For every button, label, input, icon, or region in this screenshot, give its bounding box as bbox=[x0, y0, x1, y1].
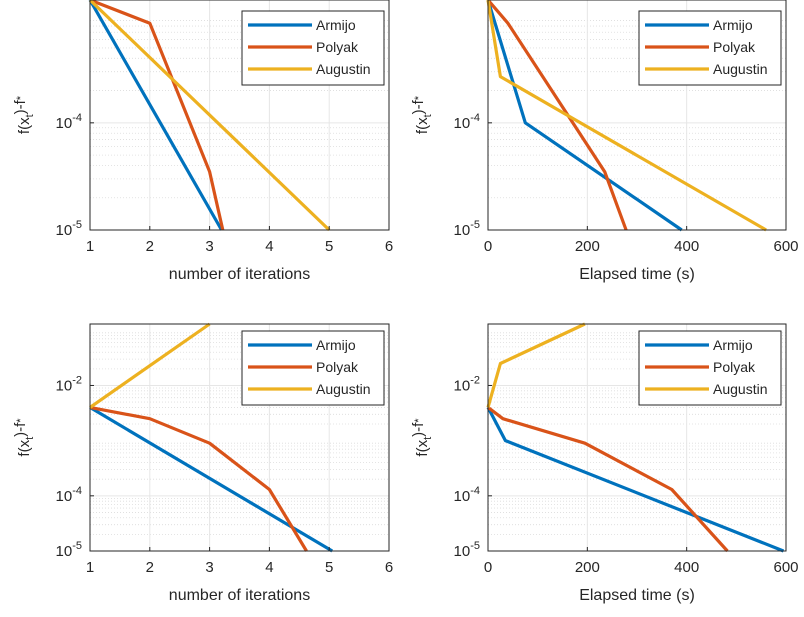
x-axis-label: Elapsed time (s) bbox=[579, 266, 695, 283]
legend: Armijo Polyak Augustin bbox=[638, 10, 782, 86]
x-tick-label: 200 bbox=[575, 238, 600, 255]
legend: Armijo Polyak Augustin bbox=[241, 10, 385, 86]
x-tick-label: 2 bbox=[146, 238, 154, 255]
y-axis-label: f(xt)-f* bbox=[410, 418, 434, 457]
x-tick-label: 600 bbox=[773, 238, 798, 255]
y-tick-label: 10-2 bbox=[56, 374, 82, 394]
series-group bbox=[88, 0, 331, 232]
x-tick-label: 0 bbox=[484, 238, 492, 255]
legend-label-polyak: Polyak bbox=[713, 359, 756, 375]
x-tick-label: 6 bbox=[385, 559, 393, 576]
series-line-augustin bbox=[486, 0, 767, 232]
legend: Armijo Polyak Augustin bbox=[241, 330, 385, 406]
axes-frame bbox=[487, 323, 787, 552]
series-line-polyak bbox=[89, 405, 308, 552]
y-axis-label: f(xt)-f* bbox=[12, 95, 36, 134]
series-line-augustin bbox=[88, 0, 331, 232]
legend-label-polyak: Polyak bbox=[316, 359, 359, 375]
x-tick-label: 2 bbox=[146, 559, 154, 576]
x-tick-label: 400 bbox=[674, 559, 699, 576]
legend-label-augustin: Augustin bbox=[713, 381, 767, 397]
chart-panel-4: 0 200 400 600 10-2 10-4 10-5 Elapsed time (s) f(… bbox=[410, 322, 799, 604]
legend-label-armijo: Armijo bbox=[316, 17, 356, 33]
y-tick-label: 10-2 bbox=[454, 374, 480, 394]
legend-label-armijo: Armijo bbox=[316, 337, 356, 353]
legend: Armijo Polyak Augustin bbox=[638, 330, 782, 406]
series-group bbox=[89, 322, 334, 553]
axes-frame bbox=[89, 323, 390, 552]
x-tick-label: 3 bbox=[205, 238, 213, 255]
series-group bbox=[486, 0, 767, 232]
x-axis-label: number of iterations bbox=[169, 587, 310, 604]
axes-frame bbox=[89, 0, 390, 231]
series-line-polyak bbox=[487, 406, 729, 553]
x-tick-label: 4 bbox=[265, 559, 273, 576]
legend-label-augustin: Augustin bbox=[713, 61, 767, 77]
series-group bbox=[486, 322, 785, 553]
x-tick-label: 200 bbox=[575, 559, 600, 576]
x-tick-label: 3 bbox=[205, 559, 213, 576]
legend-label-augustin: Augustin bbox=[316, 381, 370, 397]
series-line-augustin bbox=[89, 322, 211, 409]
series-line-armijo bbox=[486, 406, 785, 553]
y-tick-label: 10-5 bbox=[56, 540, 82, 560]
x-tick-label: 4 bbox=[265, 238, 273, 255]
x-tick-label: 600 bbox=[773, 559, 798, 576]
x-tick-label: 1 bbox=[86, 238, 94, 255]
x-axis-label: number of iterations bbox=[169, 266, 310, 283]
chart-panel-1: 1 2 3 4 5 6 10-4 10-5 number of iterations f(xt)-… bbox=[12, 0, 393, 283]
legend-label-polyak: Polyak bbox=[316, 39, 359, 55]
legend-label-augustin: Augustin bbox=[316, 61, 370, 77]
y-tick-label: 10-4 bbox=[56, 112, 82, 132]
y-axis-label: f(xt)-f* bbox=[410, 95, 434, 134]
series-line-polyak bbox=[89, 0, 225, 231]
legend-label-armijo: Armijo bbox=[713, 337, 753, 353]
x-tick-label: 0 bbox=[484, 559, 492, 576]
series-line-polyak bbox=[486, 0, 628, 231]
y-axis-label: f(xt)-f* bbox=[12, 418, 36, 457]
legend-label-armijo: Armijo bbox=[713, 17, 753, 33]
y-tick-label: 10-5 bbox=[56, 219, 82, 239]
y-tick-label: 10-4 bbox=[56, 485, 82, 505]
series-line-armijo bbox=[486, 0, 683, 232]
y-tick-label: 10-5 bbox=[454, 540, 480, 560]
y-tick-label: 10-5 bbox=[454, 219, 480, 239]
y-tick-label: 10-4 bbox=[454, 112, 480, 132]
axes-frame bbox=[487, 0, 787, 231]
x-tick-label: 5 bbox=[325, 559, 333, 576]
x-tick-label: 5 bbox=[325, 238, 333, 255]
x-tick-label: 400 bbox=[674, 238, 699, 255]
x-axis-label: Elapsed time (s) bbox=[579, 587, 695, 604]
series-line-augustin bbox=[486, 322, 586, 408]
x-tick-label: 6 bbox=[385, 238, 393, 255]
chart-panel-2: 0 200 400 600 10-4 10-5 Elapsed time (s) f(xt)-… bbox=[410, 0, 799, 283]
y-tick-label: 10-4 bbox=[454, 485, 480, 505]
chart-panel-3: 1 2 3 4 5 6 10-2 10-4 10-5 number of iterations f(… bbox=[12, 322, 393, 604]
series-line-armijo bbox=[88, 0, 223, 231]
legend-label-polyak: Polyak bbox=[713, 39, 756, 55]
x-tick-label: 1 bbox=[86, 559, 94, 576]
